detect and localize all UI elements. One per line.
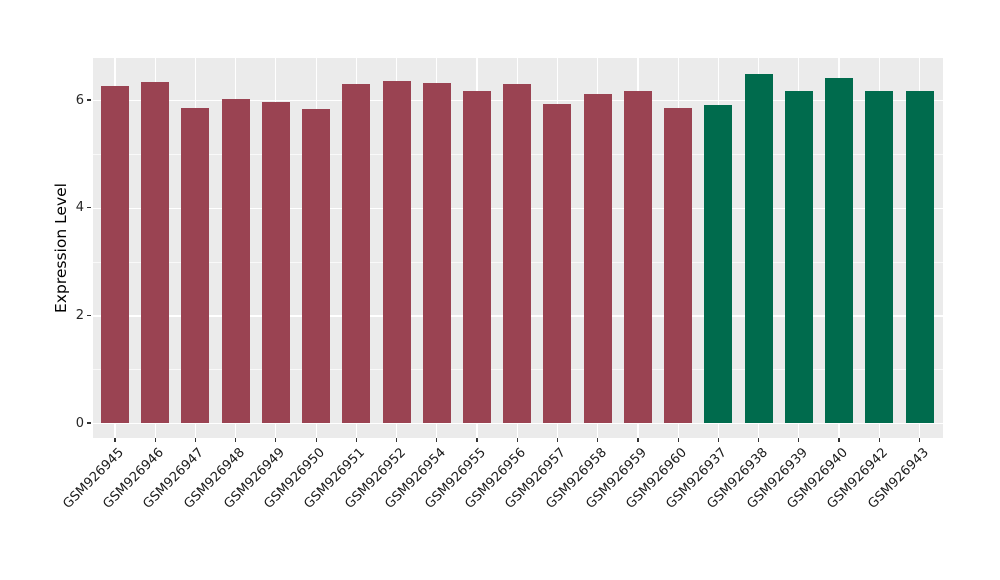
bar xyxy=(664,108,693,423)
y-tick-label: 2 xyxy=(75,307,84,323)
x-axis-tick xyxy=(717,438,719,442)
y-tick-label: 0 xyxy=(75,415,84,431)
x-axis-tick xyxy=(436,438,438,442)
bar xyxy=(704,104,733,423)
bar xyxy=(583,93,612,423)
x-axis-tick xyxy=(918,438,921,442)
bar xyxy=(422,82,451,423)
bar xyxy=(865,91,894,423)
bar xyxy=(141,81,170,423)
x-axis-tick xyxy=(235,438,237,442)
bar xyxy=(342,83,371,423)
y-axis-tick xyxy=(87,314,91,316)
x-axis-tick xyxy=(878,438,880,442)
x-axis-tick xyxy=(637,438,639,442)
y-tick-label: 4 xyxy=(75,200,84,216)
y-axis-tick xyxy=(87,422,91,424)
plot-panel xyxy=(93,58,943,438)
x-axis-tick xyxy=(355,438,357,442)
x-axis-tick xyxy=(758,438,760,442)
y-axis-tick xyxy=(87,99,91,101)
bar xyxy=(784,90,813,423)
x-axis-tick xyxy=(798,438,800,442)
bar xyxy=(463,91,492,423)
x-axis-tick xyxy=(556,438,559,442)
x-axis-tick xyxy=(275,438,277,442)
y-tick-label: 6 xyxy=(75,92,84,108)
x-axis-tick xyxy=(677,438,679,442)
bar xyxy=(744,74,773,423)
bar xyxy=(543,103,572,423)
x-axis-tick xyxy=(838,438,840,442)
x-axis-tick xyxy=(395,438,398,442)
bar xyxy=(623,91,652,423)
x-axis-tick xyxy=(154,438,156,442)
bar xyxy=(261,102,290,423)
bar xyxy=(905,90,934,423)
x-axis-tick xyxy=(194,438,197,442)
bar xyxy=(825,78,854,423)
bar xyxy=(302,108,331,423)
y-axis-tick xyxy=(87,207,91,209)
gridline-major-horizontal xyxy=(93,423,943,425)
bar xyxy=(503,83,532,423)
x-axis-tick xyxy=(476,438,478,442)
bar xyxy=(101,86,129,423)
x-axis-tick xyxy=(597,438,599,442)
x-axis-tick xyxy=(516,438,518,442)
x-axis-tick xyxy=(114,438,116,442)
bar xyxy=(181,107,210,423)
bar xyxy=(382,80,411,423)
x-axis-tick xyxy=(315,438,317,442)
bar xyxy=(221,98,250,423)
